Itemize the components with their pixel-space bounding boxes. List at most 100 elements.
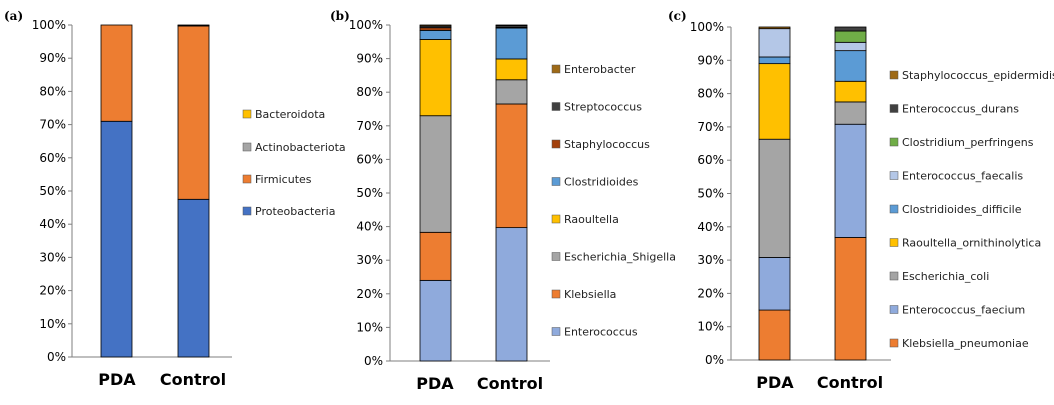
y-tick-label: 40% [697, 220, 724, 234]
y-tick-label: 10% [697, 320, 724, 334]
bar-segment-raoultella-ornithinolytica [758, 63, 791, 140]
chart-panel-3: (c) 0% 10% 20% 30% 40% 50% 60% 70% 80% 90% 100% PDA C… [668, 9, 1054, 392]
legend-label: Proteobacteria [255, 205, 335, 218]
bar-segment-enterococcus-faecalis [834, 41, 867, 52]
y-tick-label: 20% [697, 286, 724, 300]
y-tick-label: 80% [39, 84, 66, 98]
category-label: Control [160, 370, 226, 389]
bar-segment-enterococcus [495, 227, 528, 362]
bar-segment-enterococcus [419, 279, 452, 362]
legend-label: Enterococcus [564, 326, 638, 339]
panel-label: (b) [330, 9, 350, 23]
legend-swatch [242, 206, 252, 216]
bar-segment-escherichia-coli [834, 101, 867, 125]
panel-label: (a) [4, 9, 23, 23]
y-tick-label: 90% [697, 53, 724, 67]
y-tick-label: 100% [32, 18, 66, 32]
y-tick-label: 40% [356, 220, 383, 234]
bar-segment-bacteroidota [177, 24, 210, 27]
legend-swatch [551, 139, 561, 149]
y-tick-label: 90% [356, 52, 383, 66]
legend-swatch [551, 327, 561, 336]
legend-label: Enterobacter [564, 63, 636, 76]
bar-segment-proteobacteria [177, 198, 210, 358]
legend-label: Firmicutes [255, 173, 312, 186]
legend-swatch [889, 70, 899, 80]
legend-swatch [551, 214, 561, 224]
y-tick-label: 30% [697, 253, 724, 267]
legend-label: Enterococcus_faecium [902, 304, 1025, 317]
legend-label: Actinobacteriota [255, 141, 346, 154]
category-label: PDA [98, 370, 136, 389]
bar-segment-enterobacter [419, 24, 452, 27]
legend-label: Bacteroidota [255, 108, 325, 121]
chart-panel-2: (b) 0% 10% 20% 30% 40% 50% 60% 70% 80% 90% 100% PDA C… [330, 9, 676, 393]
y-tick-label: 0% [47, 350, 66, 364]
y-tick-label: 20% [39, 284, 66, 298]
bar-segment-clostridioides [419, 29, 452, 40]
bar-segment-clostridioides-difficile [758, 56, 791, 65]
bar-segment-raoultella [495, 58, 528, 81]
legend-label: Raoultella [564, 213, 619, 226]
legend-label: Raoultella_ornithinolytica [902, 237, 1041, 250]
legend-swatch [242, 142, 252, 152]
bar-segment-firmicutes [177, 25, 210, 200]
bar-segment-raoultella [419, 39, 452, 117]
y-tick-label: 70% [39, 118, 66, 132]
legend-swatch [242, 174, 252, 184]
bar-segment-escherichia-shigella [495, 79, 528, 105]
category-label: Control [477, 374, 543, 393]
legend-swatch [889, 238, 899, 247]
legend-swatch [551, 252, 561, 261]
category-label: PDA [756, 373, 794, 392]
y-tick-label: 70% [697, 120, 724, 134]
legend-swatch [889, 204, 899, 214]
category-label: Control [817, 373, 883, 392]
bar-segment-enterococcus-durans [834, 26, 867, 32]
category-label: PDA [416, 374, 454, 393]
y-tick-label: 60% [697, 153, 724, 167]
legend-label: Escherichia_coli [902, 270, 989, 283]
legend-swatch [889, 104, 899, 113]
legend-label: Enterococcus_durans [902, 103, 1019, 116]
legend-label: Klebsiella_pneumoniae [902, 337, 1029, 350]
legend-label: Clostridioides_difficile [902, 203, 1022, 216]
bar-segment-enterococcus-faecium [834, 123, 867, 238]
y-tick-label: 50% [356, 186, 383, 200]
y-tick-label: 0% [364, 354, 383, 368]
y-tick-label: 100% [690, 20, 724, 34]
y-tick-label: 70% [356, 119, 383, 133]
y-tick-label: 50% [39, 184, 66, 198]
y-tick-label: 90% [39, 51, 66, 65]
legend-label: Klebsiella [564, 288, 616, 301]
legend-swatch [551, 64, 561, 74]
bar-segment-clostridium-perfringens [834, 30, 867, 43]
y-tick-label: 30% [356, 253, 383, 267]
legend-swatch [551, 289, 561, 299]
y-tick-label: 60% [39, 151, 66, 165]
y-tick-label: 30% [39, 250, 66, 264]
bar-segment-raoultella-ornithinolytica [834, 80, 867, 103]
bar-segment-klebsiella-pneumoniae [758, 309, 791, 361]
legend-swatch [889, 171, 899, 180]
legend-label: Escherichia_Shigella [564, 251, 676, 264]
y-tick-label: 50% [697, 187, 724, 201]
bar-segment-staphylococcus [419, 27, 452, 31]
legend-swatch [551, 177, 561, 186]
bar-segment-klebsiella [419, 231, 452, 281]
y-tick-label: 0% [705, 353, 724, 367]
bar-segment-escherichia-coli [758, 138, 791, 258]
bar-segment-klebsiella [495, 103, 528, 229]
bar-segment-clostridioides-difficile [834, 50, 867, 82]
bar-segment-enterococcus-faecium [758, 257, 791, 311]
y-tick-label: 10% [356, 320, 383, 334]
legend-label: Clostridium_perfringens [902, 136, 1034, 149]
bar-segment-klebsiella-pneumoniae [834, 237, 867, 361]
legend-swatch [551, 102, 561, 111]
legend-swatch [242, 109, 252, 119]
bar-segment-proteobacteria [100, 120, 133, 358]
legend-label: Staphylococcus [564, 138, 650, 151]
legend-label: Clostridioides [564, 176, 639, 189]
y-tick-label: 40% [39, 217, 66, 231]
